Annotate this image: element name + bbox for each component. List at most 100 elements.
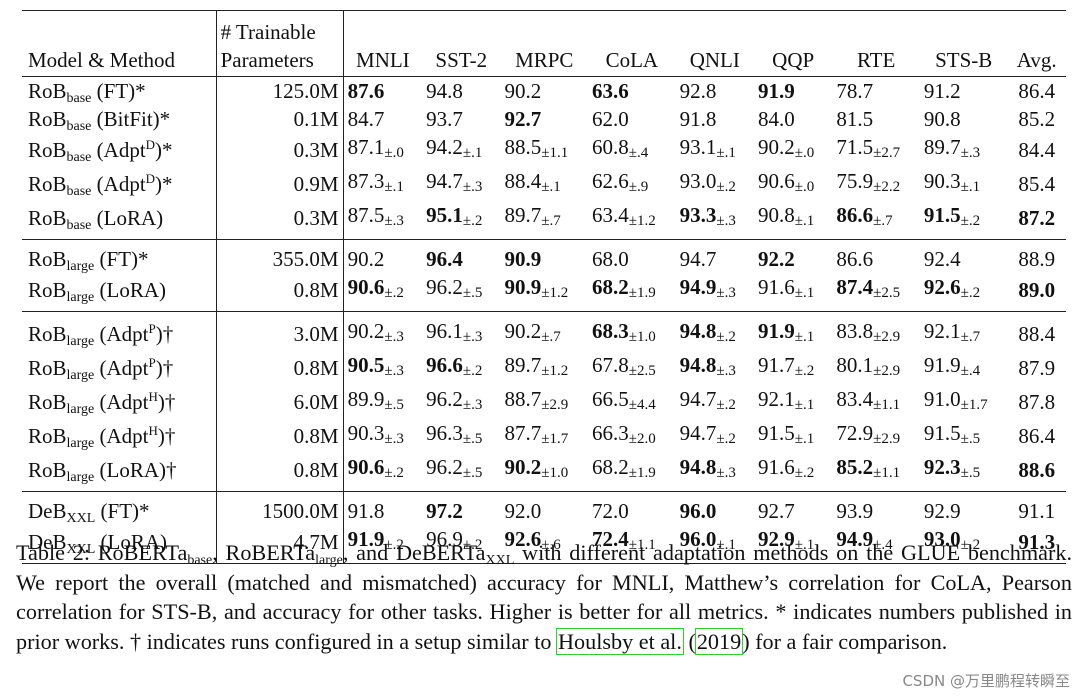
cell-std-dev: ±.3 [716,285,736,301]
cell-std-dev: ±1.9 [628,285,656,301]
row-model-size: large [66,402,95,417]
cell-value: 84.7 [347,107,385,131]
cell-std-dev: ±.3 [716,363,736,379]
cell-std-dev: ±.5 [462,285,483,301]
cell-stsb: 93.0±.2 [920,525,1008,563]
cell-cola: 62.0 [588,105,676,133]
cell-value: 92.0 [504,499,542,523]
cell-std-dev: ±2.9 [873,431,901,447]
cell-value: 96.3 [426,421,463,445]
cell-std-dev: ±.5 [462,465,483,481]
header-task-mnli: MNLI [343,10,423,77]
cell-cola: 72.0 [588,492,676,526]
cell-qqp: 90.2±.0 [754,133,832,167]
citation-link-author[interactable]: Houlsby et al. [556,627,684,655]
cell-sst2: 94.7±.3 [422,167,500,201]
cell-rte: 80.1±2.9 [832,351,920,385]
cell-std-dev: ±.3 [716,213,736,229]
cell-sst2: 94.2±.1 [422,133,500,167]
table-row: RoBbase (AdptD)* 0.9M 87.3±.1 94.7±.3 88.4±.… [22,167,1066,201]
citation-link-year[interactable]: 2019 [694,627,744,655]
row-method-name: (Adpt [99,390,149,414]
cell-std-dev: ±.1 [384,179,404,195]
cell-stsb: 92.9 [920,492,1008,526]
cell-value: 62.0 [592,107,629,131]
cell-std-dev: ±2.5 [873,285,901,301]
row-method-suffix: )* [155,138,173,162]
cell-std-dev: ±.2 [960,213,981,229]
cell-std-dev: ±.0 [794,179,815,195]
cell-value: 89.0 [1018,278,1056,302]
csdn-watermark: CSDN @万里鹏程转瞬至 [902,672,1070,690]
cell-value: 87.3 [347,169,385,193]
cell-value: 83.8 [836,319,874,343]
cell-value: 88.4 [1018,322,1056,346]
cell-std-dev: ±1.1 [628,537,656,553]
table-row: DeBXXL (LoRA) 4.7M 91.9±.2 96.9±.2 92.6±.6 72… [22,525,1066,563]
cell-value: 86.6 [836,247,874,271]
cell-value: 86.4 [1018,424,1056,448]
cell-rte: 71.5±2.7 [832,133,920,167]
row-model-method: RoBbase (BitFit)* [22,105,217,134]
cell-std-dev: ±.1 [462,145,483,161]
cell-std-dev: ±.1 [794,537,815,553]
cell-std-dev: ±1.7 [541,431,569,447]
cell-std-dev: ±.2 [716,179,736,195]
cell-value: 92.9 [923,499,961,523]
cell-std-dev: ±.7 [960,329,981,345]
cell-value: 87.4 [836,275,874,299]
header-task-rte: RTE [832,10,920,77]
cell-qqp: 90.8±.1 [753,201,833,240]
cell-mnli: 90.5±.3 [343,351,422,385]
cell-rte: 78.7 [832,77,920,106]
cell-value: 92.1 [757,387,795,411]
cell-value: 85.2 [1018,107,1056,131]
cell-rte: 94.9±.4 [832,525,920,563]
cell-qqp: 90.6±.0 [754,167,832,201]
cell-qqp: 92.9±.1 [754,525,832,563]
row-method-name: (Adpt [99,356,149,380]
cell-value: 96.9 [426,527,463,551]
row-model-method: RoBbase (LoRA) [22,201,217,240]
cell-qnli: 92.8 [676,77,754,106]
cell-value: 94.7 [679,387,717,411]
row-trainable-params: 6.0M [216,385,344,419]
cell-mnli: 89.9±.5 [343,385,422,419]
table-row: RoBbase (AdptD)* 0.3M 87.1±.0 94.2±.1 88.5±1… [22,133,1066,167]
cell-std-dev: ±1.1 [541,145,569,161]
cell-value: 91.5 [923,421,961,445]
cell-value: 96.4 [426,247,463,271]
cell-sst2: 96.1±.3 [422,312,500,352]
table-row: RoBbase (LoRA) 0.3M 87.5±.3 95.1±.2 89.7±.7 6… [22,201,1066,240]
row-method-superscript: D [145,171,156,186]
cell-cola: 60.8±.4 [588,133,676,167]
row-model-method: RoBbase (AdptD)* [22,133,217,167]
row-method-suffix: )† [155,356,174,380]
cell-value: 85.2 [836,455,874,479]
cell-qnli: 94.9±.3 [675,273,754,312]
cell-value: 87.2 [1018,206,1056,230]
cell-std-dev: ±2.5 [628,363,656,379]
table-row: RoBlarge (AdptP)† 0.8M 90.5±.3 96.6±.2 89.7±… [22,351,1066,385]
row-model-size: base [66,91,92,106]
cell-std-dev: ±.6 [541,537,561,553]
cell-value: 91.5 [923,203,961,227]
cell-value: 93.0 [923,527,961,551]
cell-std-dev: ±1.0 [628,329,656,345]
cell-stsb: 91.0±1.7 [920,385,1008,419]
cell-std-dev: ±.1 [716,145,736,161]
cell-value: 75.9 [836,169,874,193]
cell-std-dev: ±.2 [462,537,483,553]
table-row: RoBlarge (AdptH)† 0.8M 90.3±.3 96.3±.5 87.7±… [22,419,1066,453]
cell-avg: 88.6 [1007,453,1066,492]
cell-cola: 66.3±2.0 [588,419,676,453]
caption-text-3: , and DeBERTa [342,540,486,565]
cell-std-dev: ±.3 [462,179,483,195]
cell-std-dev: ±.3 [960,145,981,161]
cell-std-dev: ±4.4 [628,397,656,413]
table-row: RoBbase (BitFit)* 0.1M 84.7 93.7 92.7 62.0 91.… [22,105,1066,134]
cell-value: 92.6 [923,275,961,299]
cell-std-dev: ±.3 [462,329,483,345]
cell-std-dev: ±2.0 [628,431,656,447]
row-trainable-params: 0.8M [216,351,344,385]
